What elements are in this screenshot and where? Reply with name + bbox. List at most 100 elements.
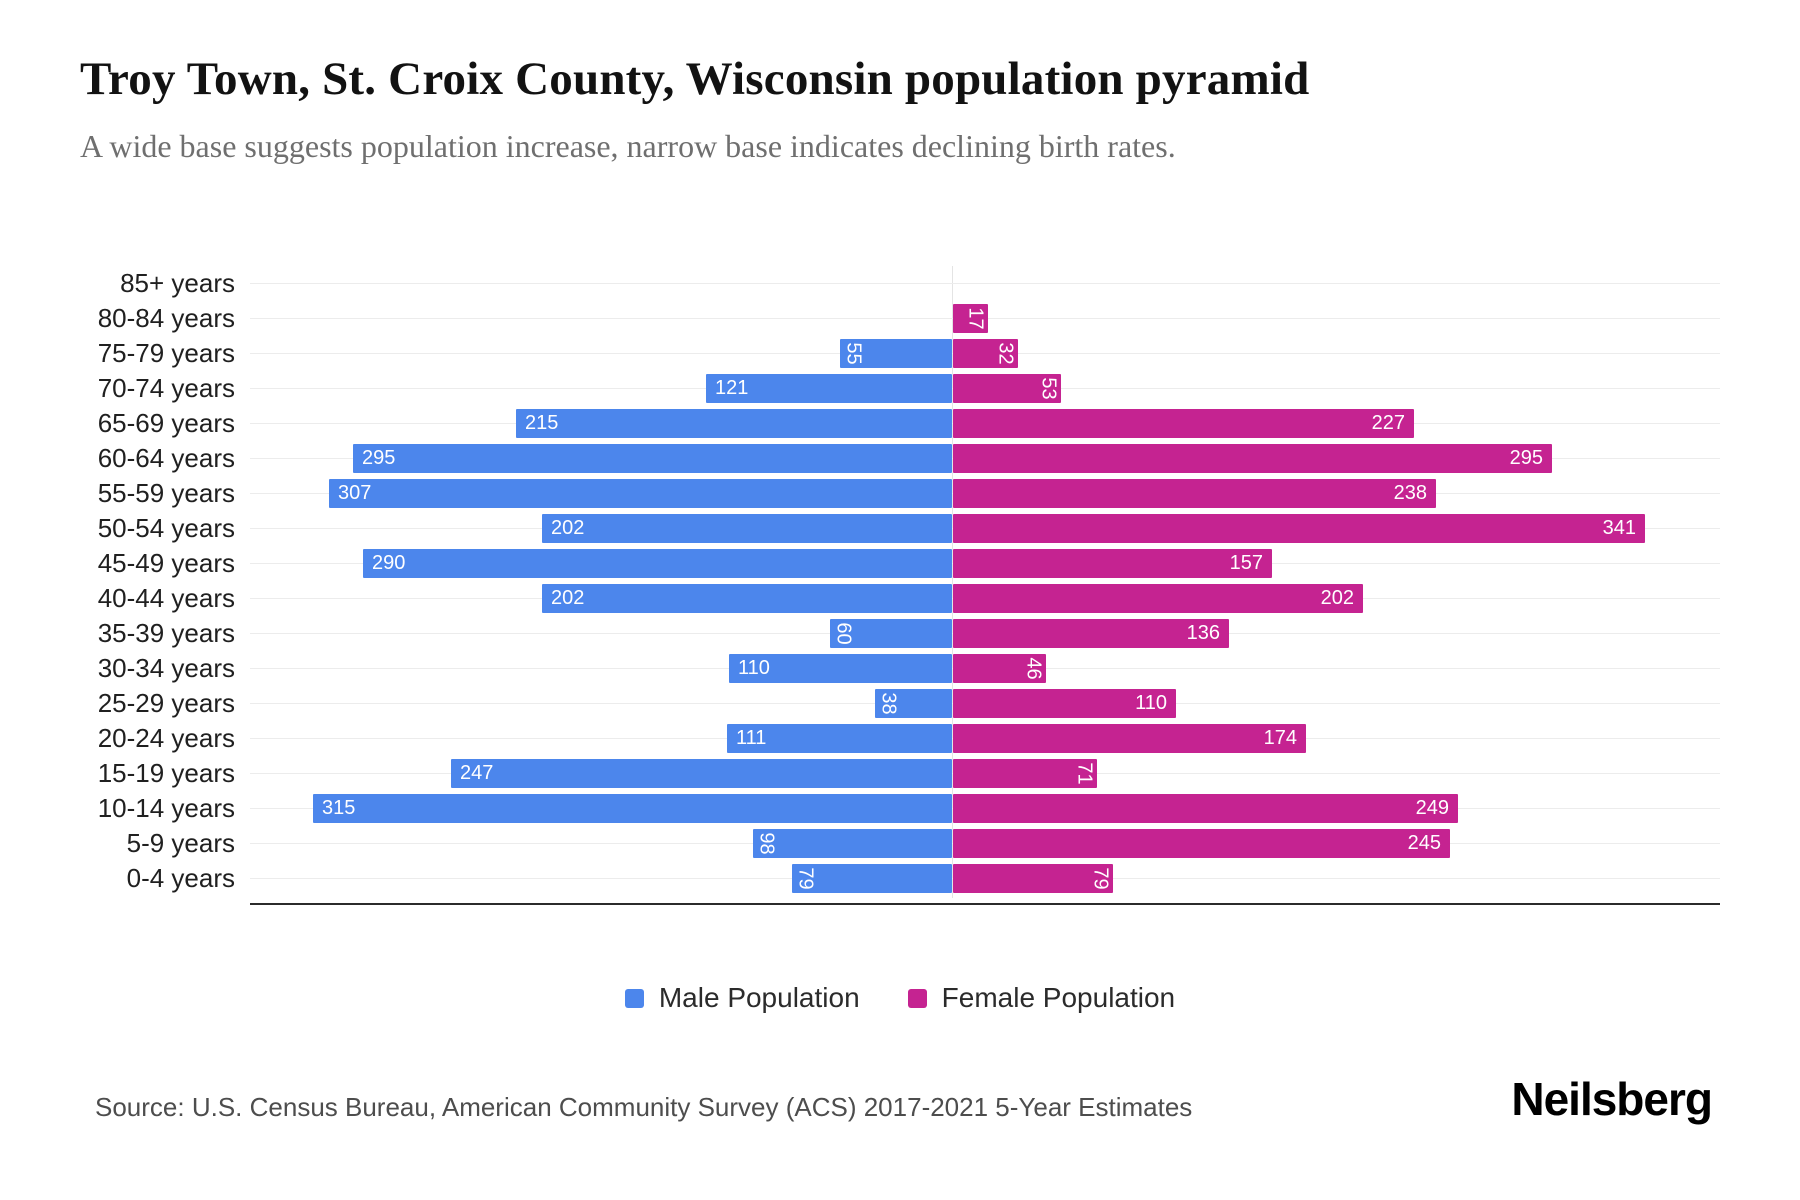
male-bar[interactable]: 202 (542, 514, 952, 543)
male-bar-value: 98 (755, 832, 778, 855)
pyramid-row: 5-9 years 98 245 (0, 826, 1800, 861)
age-group-label: 5-9 years (126, 828, 235, 858)
male-bar[interactable]: 60 (830, 619, 952, 648)
pyramid-row: 55-59 years 307 238 (0, 476, 1800, 511)
female-bar-value: 341 (1602, 517, 1636, 539)
pyramid-row: 15-19 years 247 71 (0, 756, 1800, 791)
neilsberg-logo: Neilsberg (1511, 1073, 1713, 1125)
male-bar[interactable]: 202 (542, 584, 952, 613)
female-bar[interactable]: 245 (953, 829, 1450, 858)
female-bar-value: 238 (1393, 482, 1427, 504)
female-bar[interactable]: 202 (953, 584, 1363, 613)
age-group-label: 70-74 years (97, 373, 235, 403)
male-bar[interactable]: 98 (753, 829, 952, 858)
male-bar[interactable]: 295 (353, 444, 952, 473)
pyramid-row: 45-49 years 290 157 (0, 546, 1800, 581)
male-bar-value: 315 (322, 797, 356, 819)
chart-legend: Male Population Female Population (0, 982, 1800, 1014)
female-bar[interactable]: 174 (953, 724, 1306, 753)
male-bar-value: 307 (338, 482, 372, 504)
legend-item-female[interactable]: Female Population (907, 982, 1176, 1014)
female-legend-swatch-icon (907, 988, 927, 1008)
pyramid-row: 0-4 years 79 79 (0, 861, 1800, 896)
male-bar[interactable]: 315 (313, 794, 952, 823)
female-bar[interactable]: 71 (953, 759, 1097, 788)
female-bar[interactable]: 341 (953, 514, 1645, 543)
pyramid-row: 35-39 years 60 136 (0, 616, 1800, 651)
male-bar[interactable]: 307 (329, 479, 952, 508)
female-bar[interactable]: 32 (953, 339, 1018, 368)
page-title: Troy Town, St. Croix County, Wisconsin p… (80, 53, 1310, 105)
age-group-label: 15-19 years (97, 758, 235, 788)
pyramid-row: 25-29 years 38 110 (0, 686, 1800, 721)
page-subtitle: A wide base suggests population increase… (80, 128, 1176, 164)
female-bar-value: 227 (1371, 412, 1405, 434)
age-group-label: 30-34 years (97, 653, 235, 683)
female-bar-value: 295 (1509, 447, 1543, 469)
male-bar[interactable]: 247 (451, 759, 952, 788)
female-bar-value: 71 (1073, 762, 1096, 785)
male-bar-value: 295 (362, 447, 396, 469)
male-bar-value: 79 (794, 867, 817, 890)
male-bar-value: 38 (877, 692, 900, 715)
male-bar[interactable]: 215 (516, 409, 952, 438)
age-group-label: 55-59 years (97, 478, 235, 508)
age-group-label: 85+ years (120, 268, 235, 298)
pyramid-row: 50-54 years 202 341 (0, 511, 1800, 546)
age-group-label: 50-54 years (97, 513, 235, 543)
female-bar[interactable]: 110 (953, 689, 1176, 718)
male-bar[interactable]: 110 (729, 654, 952, 683)
pyramid-row: 10-14 years 315 249 (0, 791, 1800, 826)
age-group-label: 25-29 years (97, 688, 235, 718)
male-bar[interactable]: 55 (840, 339, 952, 368)
male-bar[interactable]: 121 (706, 374, 952, 403)
female-bar[interactable]: 238 (953, 479, 1436, 508)
male-bar-value: 202 (551, 517, 585, 539)
female-bar-value: 32 (994, 342, 1017, 365)
pyramid-row: 70-74 years 121 53 (0, 371, 1800, 406)
pyramid-row: 30-34 years 110 46 (0, 651, 1800, 686)
female-bar[interactable]: 295 (953, 444, 1552, 473)
age-group-label: 20-24 years (97, 723, 235, 753)
legend-label-female: Female Population (941, 982, 1176, 1013)
row-gridline (250, 283, 1720, 284)
male-bar-value: 60 (832, 622, 855, 645)
age-group-label: 0-4 years (126, 863, 235, 893)
female-bar-value: 53 (1037, 377, 1060, 400)
population-pyramid-chart: 85+ years 80-84 years 17 75-79 years 55 32 70-… (0, 266, 1800, 898)
pyramid-row: 85+ years (0, 266, 1800, 301)
male-bar[interactable]: 111 (727, 724, 952, 753)
legend-item-male[interactable]: Male Population (624, 982, 860, 1014)
pyramid-row: 40-44 years 202 202 (0, 581, 1800, 616)
age-group-label: 75-79 years (97, 338, 235, 368)
female-bar[interactable]: 17 (953, 304, 988, 333)
female-bar[interactable]: 136 (953, 619, 1229, 648)
female-bar[interactable]: 249 (953, 794, 1458, 823)
male-bar-value: 55 (842, 342, 865, 365)
female-bar[interactable]: 53 (953, 374, 1061, 403)
age-group-label: 60-64 years (97, 443, 235, 473)
male-bar-value: 215 (525, 412, 559, 434)
female-bar-value: 17 (964, 307, 987, 330)
female-bar-value: 46 (1022, 657, 1045, 680)
pyramid-row: 60-64 years 295 295 (0, 441, 1800, 476)
female-bar[interactable]: 46 (953, 654, 1046, 683)
legend-label-male: Male Population (658, 982, 860, 1013)
female-bar[interactable]: 227 (953, 409, 1414, 438)
male-bar[interactable]: 290 (363, 549, 952, 578)
female-bar-value: 79 (1089, 867, 1112, 890)
female-bar[interactable]: 79 (953, 864, 1113, 893)
female-bar-value: 249 (1415, 797, 1449, 819)
pyramid-row: 65-69 years 215 227 (0, 406, 1800, 441)
age-group-label: 45-49 years (97, 548, 235, 578)
female-bar-value: 110 (1135, 692, 1167, 714)
female-bar[interactable]: 157 (953, 549, 1272, 578)
male-bar-value: 247 (460, 762, 494, 784)
female-bar-value: 245 (1407, 832, 1441, 854)
age-group-label: 65-69 years (97, 408, 235, 438)
male-bar-value: 121 (715, 377, 749, 399)
center-axis-line (952, 266, 953, 898)
age-group-label: 40-44 years (97, 583, 235, 613)
male-bar[interactable]: 79 (792, 864, 952, 893)
male-bar[interactable]: 38 (875, 689, 952, 718)
